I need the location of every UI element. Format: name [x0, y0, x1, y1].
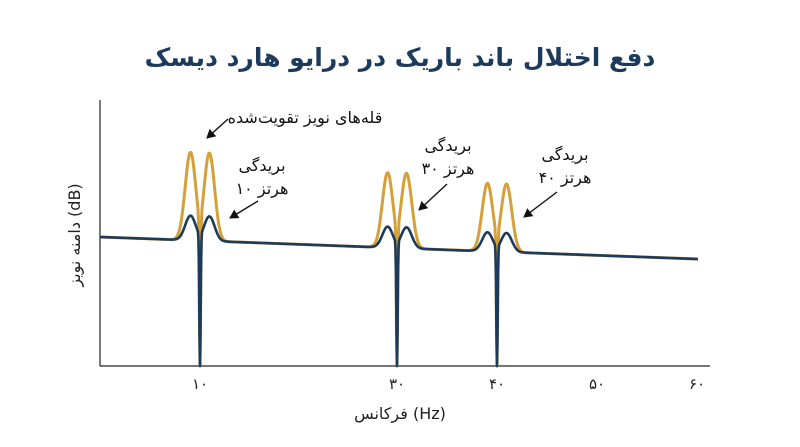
x-tick-label: ۴۰ [489, 375, 505, 393]
annotation-peaks-arrow [206, 118, 229, 139]
x-axis-label: فرکانس (Hz) [354, 404, 446, 424]
x-tick-label: ۵۰ [589, 375, 605, 393]
annotation-notch-40-line1: بریدگی [541, 145, 588, 165]
annotations: قله‌های نویز تقویت‌شده بریدگی ۱۰ هرتز بر… [206, 108, 592, 219]
annotation-notch-10-arrow [229, 200, 259, 219]
annotation-peaks: قله‌های نویز تقویت‌شده [228, 108, 383, 128]
chart-title: دفع اختلال باند باریک در درایو هارد دیسک [145, 43, 656, 73]
x-tick-label: ۶۰ [689, 375, 705, 393]
y-axis-label: دامنه نویز (dB) [65, 183, 85, 287]
annotation-notch-10-line1: بریدگی [238, 156, 285, 176]
series-notched-noise-line [99, 214, 699, 368]
curves [99, 150, 699, 368]
x-tick-label: ۳۰ [389, 375, 405, 393]
annotation-notch-30-line1: بریدگی [424, 136, 471, 156]
annotation-notch-40-line2: ۴۰ هرتز [539, 168, 592, 188]
annotation-notch-30-arrow [418, 183, 448, 211]
x-tick-label: ۱۰ [192, 375, 208, 393]
annotation-notch-40-arrow [523, 191, 558, 218]
annotation-notch-30-line2: ۳۰ هرتز [422, 159, 475, 179]
x-ticks: ۱۰ ۳۰ ۴۰ ۵۰ ۶۰ [192, 375, 705, 393]
annotation-notch-10-line2: ۱۰ هرتز [236, 179, 289, 199]
